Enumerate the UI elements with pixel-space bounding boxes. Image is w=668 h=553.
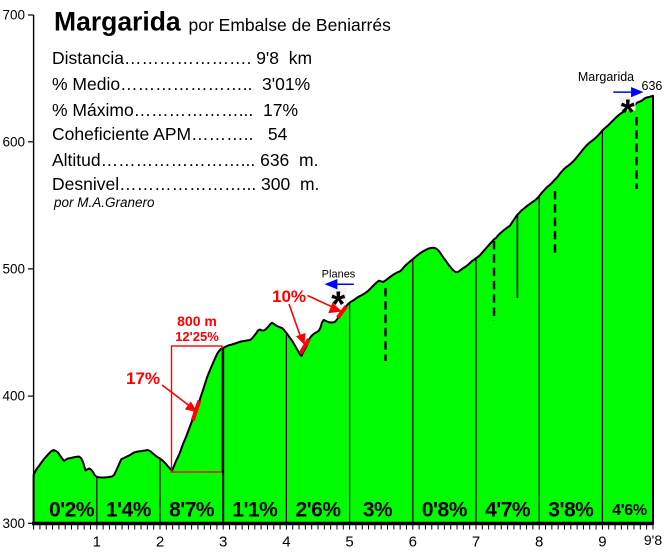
svg-text:500: 500 <box>2 261 25 276</box>
svg-text:por M.A.Granero: por M.A.Granero <box>53 195 155 210</box>
svg-text:% Máximo………………... 17%: % Máximo………………... 17% <box>52 100 298 120</box>
svg-text:*: * <box>621 92 635 133</box>
svg-text:6: 6 <box>409 534 417 551</box>
svg-text:5: 5 <box>345 534 353 551</box>
svg-text:8'7%: 8'7% <box>169 499 215 522</box>
svg-text:8: 8 <box>535 534 543 551</box>
svg-text:Planes: Planes <box>322 269 356 281</box>
svg-text:Altitud……………………... 636 m.: Altitud……………………... 636 m. <box>52 150 318 170</box>
svg-text:*: * <box>331 284 345 325</box>
svg-text:9: 9 <box>598 534 606 551</box>
svg-text:2'6%: 2'6% <box>295 499 341 522</box>
svg-text:9'8: 9'8 <box>644 532 662 548</box>
svg-text:Distancia…………………. 9'8 km: Distancia…………………. 9'8 km <box>52 48 312 68</box>
svg-text:0'2%: 0'2% <box>49 499 95 522</box>
svg-text:por Embalse de Beniarrés: por Embalse de Beniarrés <box>189 15 392 35</box>
svg-text:2: 2 <box>156 534 164 551</box>
svg-text:12'25%: 12'25% <box>175 329 219 344</box>
svg-text:3%: 3% <box>363 499 393 522</box>
svg-text:3'8%: 3'8% <box>548 499 594 522</box>
svg-text:300: 300 <box>2 516 25 531</box>
svg-text:636: 636 <box>642 79 663 93</box>
svg-text:1: 1 <box>93 534 101 551</box>
svg-text:4'6%: 4'6% <box>612 502 647 519</box>
svg-text:% Medio………………….. 3'01%: % Medio………………….. 3'01% <box>52 74 310 94</box>
svg-text:800 m: 800 m <box>177 313 217 329</box>
svg-text:4'7%: 4'7% <box>485 499 531 522</box>
svg-text:17%: 17% <box>126 369 160 388</box>
svg-text:1'1%: 1'1% <box>232 499 278 522</box>
svg-text:Desnivel…………………... 300 m.: Desnivel…………………... 300 m. <box>52 174 319 194</box>
svg-text:10%: 10% <box>272 287 306 306</box>
svg-text:7: 7 <box>472 534 480 551</box>
svg-text:400: 400 <box>2 389 25 404</box>
svg-text:3: 3 <box>219 534 227 551</box>
svg-text:Coheficiente APM……….. 54: Coheficiente APM……….. 54 <box>52 124 288 144</box>
svg-text:Margarida: Margarida <box>578 70 634 84</box>
svg-text:700: 700 <box>2 8 25 23</box>
svg-text:600: 600 <box>2 134 25 149</box>
svg-text:1'4%: 1'4% <box>106 499 152 522</box>
svg-text:0'8%: 0'8% <box>422 499 468 522</box>
svg-text:4: 4 <box>282 534 290 551</box>
svg-text:Margarida: Margarida <box>54 7 181 37</box>
